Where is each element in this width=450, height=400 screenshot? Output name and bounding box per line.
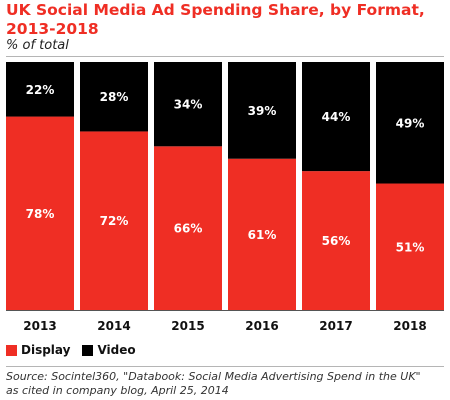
chart-legend: Display Video — [6, 342, 148, 358]
chart-subtitle: % of total — [6, 38, 69, 53]
data-label-display-2017: 56% — [322, 234, 351, 248]
stacked-bar-chart: 78% 22% 2013 72% 28% 2014 66% 34% 2015 61% 39% 2016… — [6, 62, 444, 333]
bar-display-2013 — [6, 116, 74, 310]
x-tick-label-2017: 2017 — [319, 319, 352, 333]
bar-video-2013 — [6, 62, 74, 117]
data-label-video-2015: 34% — [174, 98, 203, 112]
legend-item-display: Display — [6, 343, 70, 357]
source-note: Source: Socintel360, "Databook: Social M… — [6, 370, 446, 398]
bar-display-2017 — [302, 171, 370, 310]
data-label-video-2016: 39% — [248, 104, 277, 118]
bar-video-2018 — [376, 62, 444, 184]
data-label-video-2014: 28% — [100, 90, 129, 104]
bottom-divider — [6, 366, 444, 367]
data-label-display-2015: 66% — [174, 222, 203, 236]
x-tick-label-2013: 2013 — [23, 319, 56, 333]
legend-swatch-display — [6, 344, 17, 356]
bar-display-2018 — [376, 183, 444, 310]
legend-swatch-video — [82, 344, 94, 356]
chart-title: UK Social Media Ad Spending Share, by Fo… — [6, 1, 425, 38]
data-label-display-2014: 72% — [100, 214, 129, 228]
data-label-display-2013: 78% — [26, 207, 55, 221]
bar-display-2015 — [154, 146, 222, 310]
x-tick-label-2014: 2014 — [97, 319, 130, 333]
bar-video-2014 — [80, 62, 148, 132]
data-label-video-2013: 22% — [26, 83, 55, 97]
x-tick-label-2015: 2015 — [171, 319, 204, 333]
source-line-2: as cited in company blog, April 25, 2014 — [6, 384, 229, 397]
x-tick-label-2018: 2018 — [393, 319, 426, 333]
legend-label-video: Video — [97, 343, 136, 357]
bar-display-2014 — [80, 131, 148, 310]
legend-item-video: Video — [82, 343, 136, 357]
source-line-1: Source: Socintel360, "Databook: Social M… — [6, 370, 421, 383]
legend-label-display: Display — [21, 343, 71, 357]
data-label-display-2016: 61% — [248, 228, 277, 242]
bar-display-2016 — [228, 158, 296, 310]
bar-video-2015 — [154, 62, 222, 147]
data-label-video-2017: 44% — [322, 110, 351, 124]
x-tick-label-2016: 2016 — [245, 319, 278, 333]
bar-video-2016 — [228, 62, 296, 159]
data-label-video-2018: 49% — [396, 116, 425, 130]
bar-video-2017 — [302, 62, 370, 172]
top-divider — [6, 56, 444, 57]
data-label-display-2018: 51% — [396, 240, 425, 254]
